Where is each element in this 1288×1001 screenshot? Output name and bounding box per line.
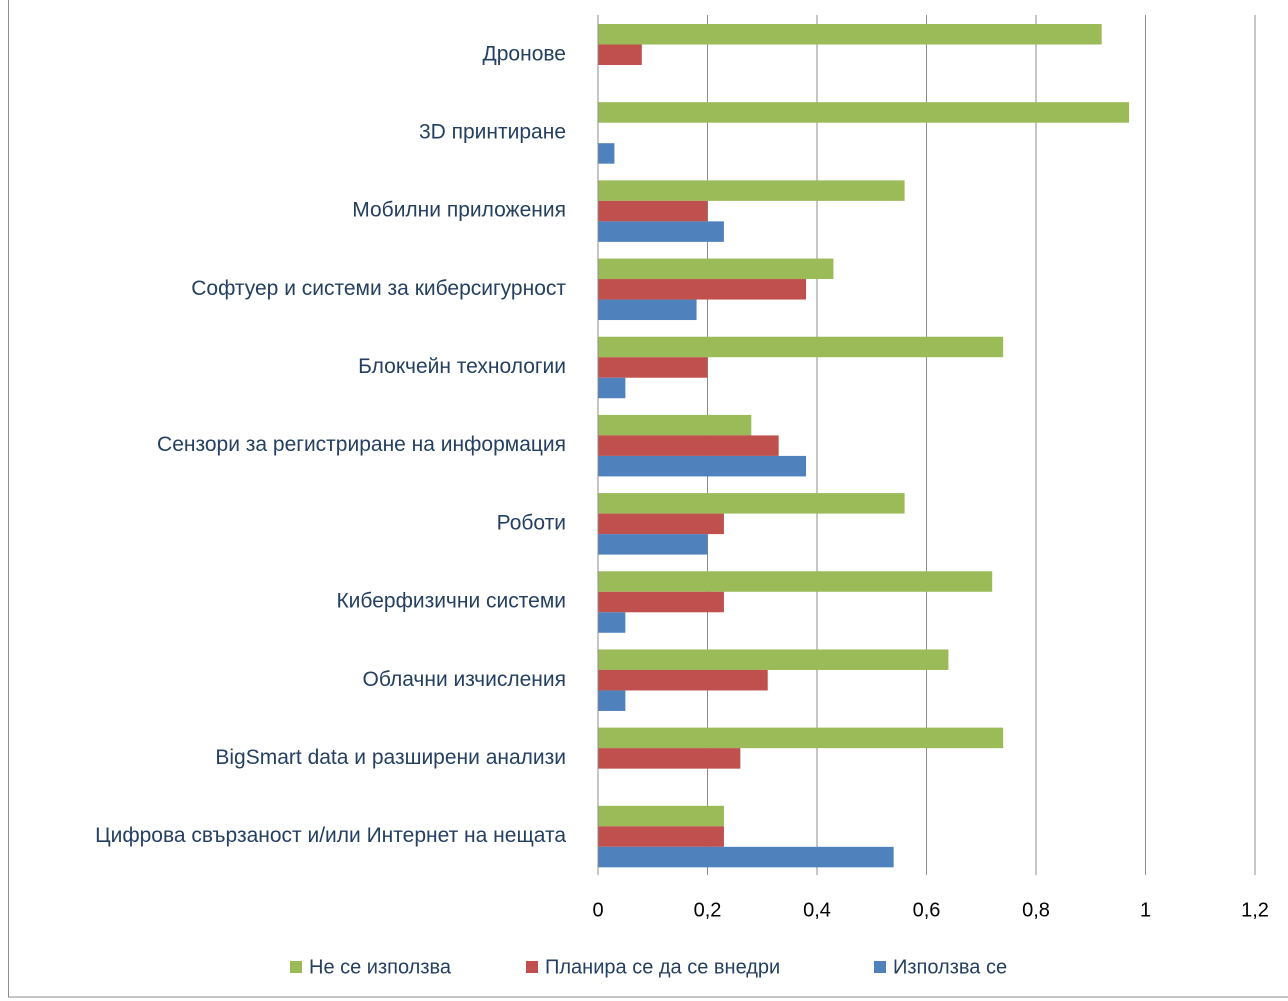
bar [598,571,993,592]
bar [598,258,834,280]
bar [598,143,615,164]
bar [598,669,768,691]
y-tick-label: BigSmart data и разширени анализи [215,746,566,769]
bar [598,727,1004,749]
bar [598,826,724,847]
legend-swatch [526,961,538,973]
chart-border [8,0,1288,998]
y-tick-label: Киберфизични системи [336,590,566,613]
y-tick-label: Мобилни приложения [352,199,566,222]
bar [598,377,626,399]
y-tick-label: Софтуер и системи за киберсигурност [191,277,566,300]
legend-label: Не се използва [309,956,452,978]
y-tick-label: Сензори за регистриране на информация [157,433,566,456]
bar [598,102,1130,123]
y-tick-label: Роботи [497,511,566,534]
bar [598,180,905,201]
bar [598,414,752,436]
x-tick-label: 0,8 [1022,899,1050,921]
legend-swatch [290,961,302,973]
bar [598,44,642,65]
bar [598,357,708,378]
bar [598,299,697,321]
y-tick-label: Дронове [483,42,566,65]
x-tick-label: 1,2 [1241,899,1269,921]
x-tick-label: 1 [1140,899,1151,921]
bar [598,336,1004,358]
legend-swatch [874,961,886,973]
y-tick-label: Облачни изчисления [363,668,566,691]
bar [598,649,949,670]
bar [598,534,708,555]
x-tick-label: 0,2 [694,899,722,921]
bar [598,690,626,711]
y-tick-label: Блокчейн технологии [358,355,566,378]
bar [598,435,779,456]
x-tick-label: 0 [592,899,603,921]
bar [598,846,894,868]
y-tick-label: 3D принтиране [419,120,566,143]
bar [598,200,708,222]
y-tick-label: Цифрова свързаност и/или Интернет на нещ… [95,824,566,847]
bar [598,805,724,827]
bar [598,591,724,613]
bar [598,612,626,633]
legend-label: Планира се да се внедри [545,956,780,978]
bar [598,748,741,769]
bar [598,221,724,242]
bar [598,493,905,514]
x-tick-label: 0,4 [803,899,831,921]
bar [598,24,1102,45]
x-tick-label: 0,6 [913,899,941,921]
bar [598,279,807,300]
bar [598,455,807,477]
bar [598,513,724,535]
legend-label: Използва се [893,956,1007,978]
